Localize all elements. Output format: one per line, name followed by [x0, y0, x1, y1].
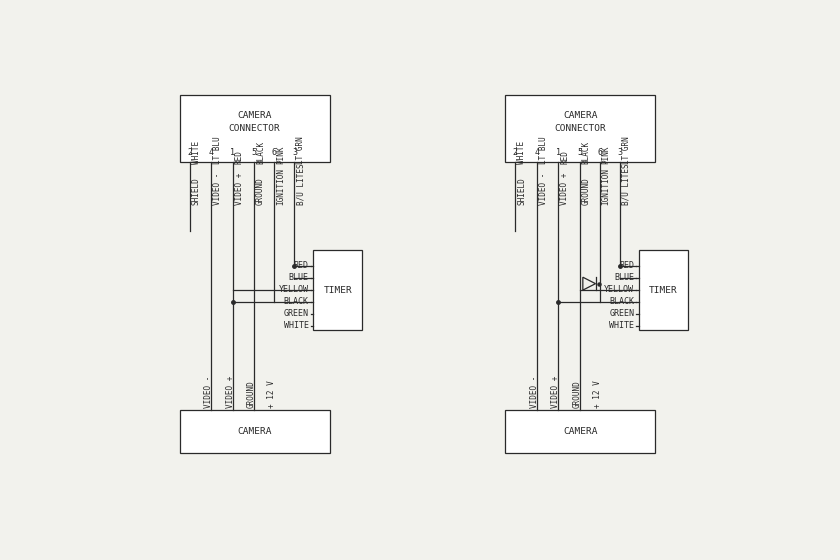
Text: 2: 2: [512, 148, 517, 157]
Text: GREEN: GREEN: [284, 309, 309, 318]
Text: GROUND: GROUND: [247, 381, 256, 408]
Text: RED: RED: [560, 150, 569, 164]
Text: SHIELD: SHIELD: [517, 178, 526, 205]
Text: PINK: PINK: [601, 146, 611, 164]
Text: CAMERA
CONNECTOR: CAMERA CONNECTOR: [228, 111, 281, 133]
Text: VIDEO +: VIDEO +: [551, 376, 560, 408]
Text: YELLOW: YELLOW: [279, 285, 309, 294]
Text: 1: 1: [555, 148, 560, 157]
Text: VIDEO +: VIDEO +: [226, 376, 234, 408]
Text: + 12 V: + 12 V: [593, 381, 601, 408]
Text: VIDEO -: VIDEO -: [204, 376, 213, 408]
Text: RED: RED: [619, 261, 634, 270]
Text: 1: 1: [230, 148, 235, 157]
Text: BLACK: BLACK: [581, 141, 591, 164]
Text: 5: 5: [251, 148, 256, 157]
Text: BLUE: BLUE: [289, 273, 309, 282]
Text: CAMERA: CAMERA: [238, 427, 272, 436]
Text: PINK: PINK: [276, 146, 286, 164]
Text: TIMER: TIMER: [323, 286, 352, 295]
Text: 6: 6: [272, 148, 276, 157]
Text: VIDEO +: VIDEO +: [234, 173, 244, 205]
Text: WHITE: WHITE: [517, 141, 526, 164]
Text: 5: 5: [577, 148, 582, 157]
Bar: [506, 410, 655, 453]
Text: VIDEO -: VIDEO -: [213, 173, 222, 205]
Bar: [506, 95, 655, 162]
Text: WHITE: WHITE: [192, 141, 201, 164]
Text: B/U LITES: B/U LITES: [297, 164, 306, 205]
Text: TIMER: TIMER: [648, 286, 678, 295]
Text: BLACK: BLACK: [284, 297, 309, 306]
Text: LT GRN: LT GRN: [297, 137, 306, 164]
Text: VIDEO +: VIDEO +: [560, 173, 569, 205]
Text: BLUE: BLUE: [614, 273, 634, 282]
Text: GREEN: GREEN: [609, 309, 634, 318]
Text: 4: 4: [534, 148, 539, 157]
Text: B/U LITES: B/U LITES: [622, 164, 631, 205]
Text: 6: 6: [597, 148, 602, 157]
Text: VIDEO -: VIDEO -: [529, 376, 538, 408]
Text: SHIELD: SHIELD: [192, 178, 201, 205]
Text: LT BLU: LT BLU: [538, 137, 548, 164]
Text: 3: 3: [292, 148, 297, 157]
Text: 4: 4: [208, 148, 213, 157]
Bar: [639, 250, 688, 330]
Text: BLACK: BLACK: [256, 141, 265, 164]
Bar: [180, 410, 329, 453]
Text: IGNITION: IGNITION: [276, 168, 286, 205]
Text: GROUND: GROUND: [573, 381, 581, 408]
Text: LT GRN: LT GRN: [622, 137, 631, 164]
Text: 3: 3: [617, 148, 622, 157]
Bar: [313, 250, 362, 330]
Text: BLACK: BLACK: [609, 297, 634, 306]
Text: VIDEO -: VIDEO -: [538, 173, 548, 205]
Text: GROUND: GROUND: [256, 178, 265, 205]
Text: LT BLU: LT BLU: [213, 137, 222, 164]
Bar: [180, 95, 329, 162]
Text: RED: RED: [294, 261, 309, 270]
Text: IGNITION: IGNITION: [601, 168, 611, 205]
Text: CAMERA
CONNECTOR: CAMERA CONNECTOR: [554, 111, 606, 133]
Text: 2: 2: [187, 148, 192, 157]
Text: WHITE: WHITE: [609, 321, 634, 330]
Text: + 12 V: + 12 V: [267, 381, 276, 408]
Text: RED: RED: [234, 150, 244, 164]
Text: YELLOW: YELLOW: [604, 285, 634, 294]
Text: WHITE: WHITE: [284, 321, 309, 330]
Text: CAMERA: CAMERA: [563, 427, 597, 436]
Text: GROUND: GROUND: [581, 178, 591, 205]
